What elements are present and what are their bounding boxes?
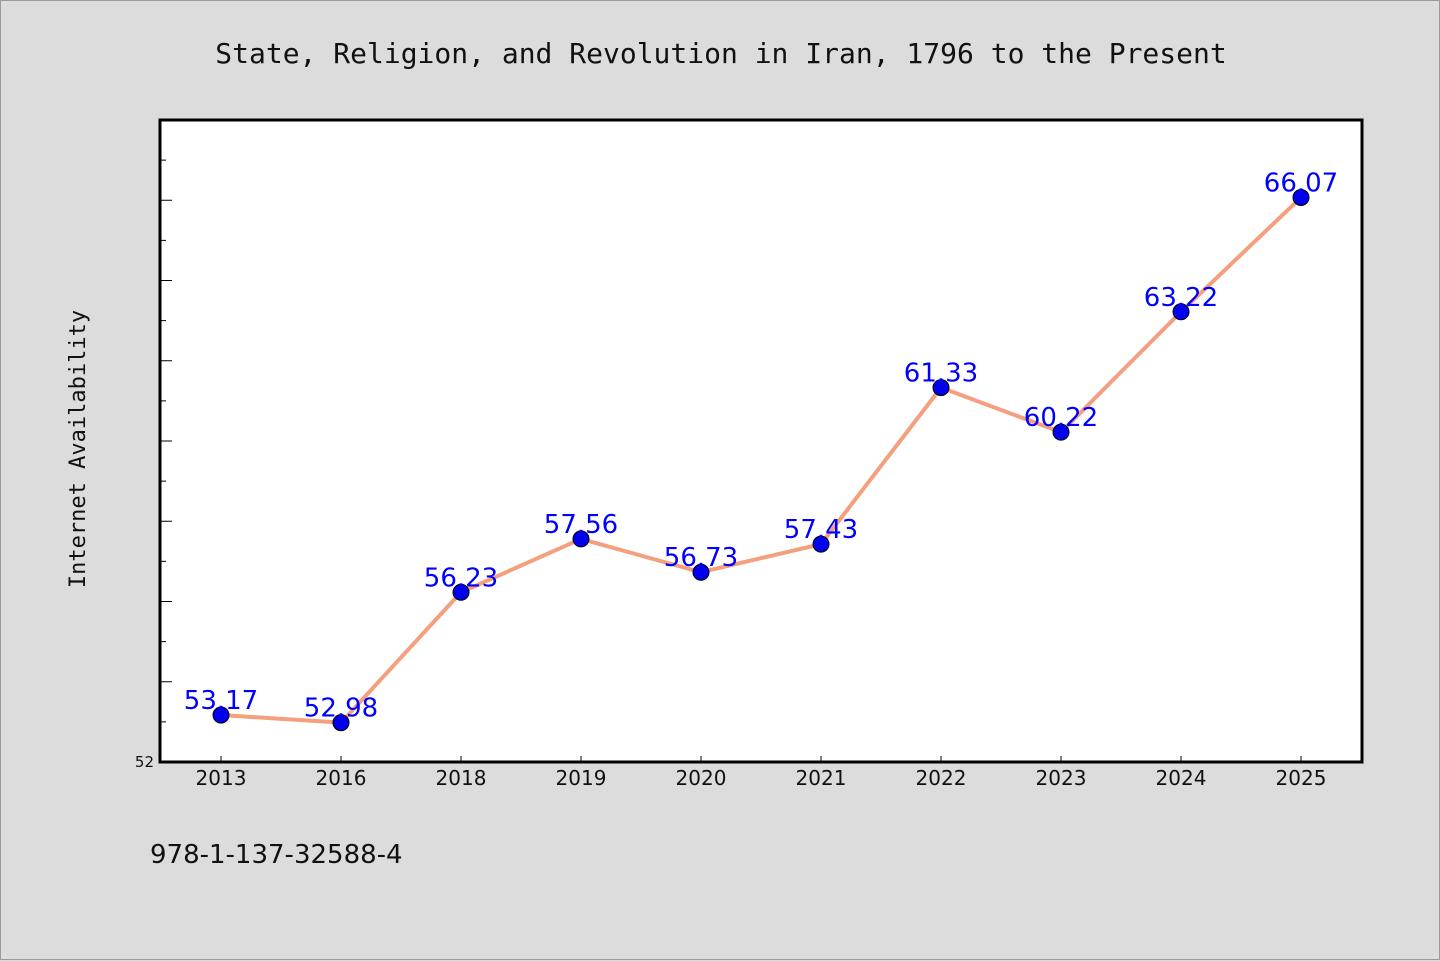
data-point xyxy=(1172,303,1190,321)
y-tick-label: 52 xyxy=(135,753,154,771)
x-tick-label: 2021 xyxy=(796,766,847,790)
y-axis-ticks: 52 xyxy=(135,159,172,771)
chart-title: State, Religion, and Revolution in Iran,… xyxy=(215,37,1226,70)
x-tick-label: 2019 xyxy=(556,766,607,790)
data-label: 53.17 xyxy=(184,686,258,716)
x-tick-label: 2022 xyxy=(916,766,967,790)
data-label: 61.33 xyxy=(904,359,978,389)
data-label: 63.22 xyxy=(1144,283,1218,313)
marker-layer xyxy=(212,188,1310,732)
x-tick-label: 2018 xyxy=(436,766,487,790)
x-tick-label: 2020 xyxy=(676,766,727,790)
data-label: 52.98 xyxy=(304,694,378,724)
x-tick-label: 2025 xyxy=(1276,766,1327,790)
isbn-text: 978-1-137-32588-4 xyxy=(150,840,403,870)
data-point xyxy=(692,563,710,581)
data-label: 57.43 xyxy=(784,515,858,545)
data-point xyxy=(212,706,230,724)
y-axis-label: Internet Availability xyxy=(66,310,91,588)
data-label: 60.22 xyxy=(1024,403,1098,433)
x-tick-label: 2023 xyxy=(1036,766,1087,790)
data-label: 56.23 xyxy=(424,563,498,593)
x-axis-ticks: 2013 2016 2018 2019 2020 2021 2022 2023 2024 2025 xyxy=(196,756,1327,790)
data-label: 66.07 xyxy=(1264,168,1338,198)
data-label: 57.56 xyxy=(544,510,618,540)
x-tick-label: 2024 xyxy=(1156,766,1207,790)
data-label-layer: 53.17 52.98 56.23 57.56 56.73 57.43 61.33 60.22… xyxy=(184,168,1338,723)
data-point xyxy=(1292,188,1310,206)
plot-area xyxy=(158,118,1364,764)
series-line xyxy=(219,195,1303,725)
x-tick-label: 2013 xyxy=(196,766,247,790)
data-point xyxy=(452,583,470,601)
data-label: 56.73 xyxy=(664,543,738,573)
data-point xyxy=(332,714,350,732)
data-point xyxy=(812,535,830,553)
data-point xyxy=(1052,423,1070,441)
data-point xyxy=(932,379,950,397)
x-tick-label: 2016 xyxy=(316,766,367,790)
series-layer xyxy=(219,195,1303,725)
data-point xyxy=(572,530,590,548)
